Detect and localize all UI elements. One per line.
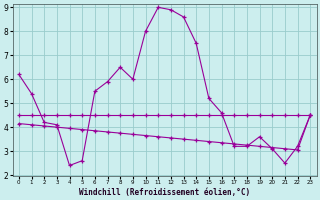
X-axis label: Windchill (Refroidissement éolien,°C): Windchill (Refroidissement éolien,°C) bbox=[79, 188, 250, 197]
